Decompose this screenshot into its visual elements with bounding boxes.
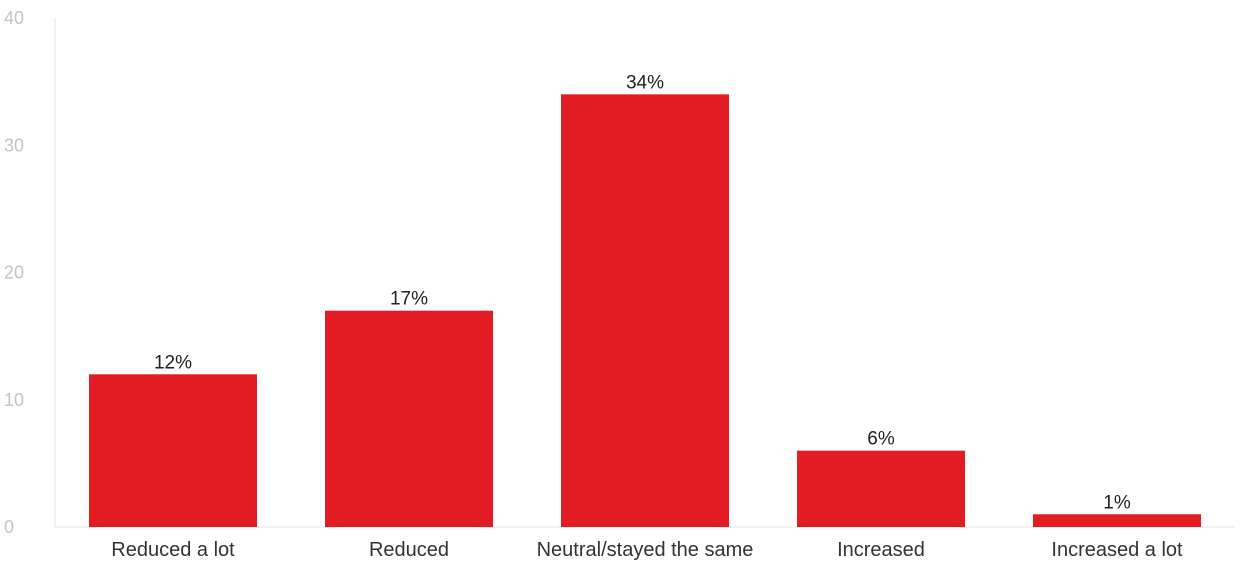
bar-value-label: 34%: [626, 72, 664, 93]
x-category-label: Increased a lot: [1051, 539, 1183, 561]
x-axis-category-labels: Reduced a lot Reduced Neutral/stayed the s…: [111, 539, 1183, 561]
bar-value-label: 1%: [1103, 492, 1131, 513]
bar: [1033, 514, 1201, 527]
x-category-label: Reduced a lot: [111, 539, 235, 561]
bar-value-label: 6%: [867, 429, 895, 450]
x-category-label: Increased: [837, 539, 925, 561]
bar: [561, 94, 729, 527]
bar: [325, 310, 493, 527]
y-tick-label: 10: [4, 390, 24, 410]
y-tick-label: 40: [4, 8, 24, 28]
bar-value-label: 12%: [154, 352, 192, 373]
x-category-label: Reduced: [369, 539, 449, 561]
y-axis-ticks: 0 10 20 30 40: [4, 8, 24, 537]
bar-value-label: 17%: [390, 289, 428, 310]
y-tick-label: 30: [4, 135, 24, 155]
bars: [89, 94, 1201, 527]
bar: [797, 450, 965, 527]
y-tick-label: 20: [4, 263, 24, 283]
bar: [89, 374, 257, 527]
y-tick-label: 0: [4, 517, 14, 537]
data-labels: 12% 17% 34% 6% 1%: [154, 72, 1131, 513]
x-category-label: Neutral/stayed the same: [537, 539, 754, 561]
